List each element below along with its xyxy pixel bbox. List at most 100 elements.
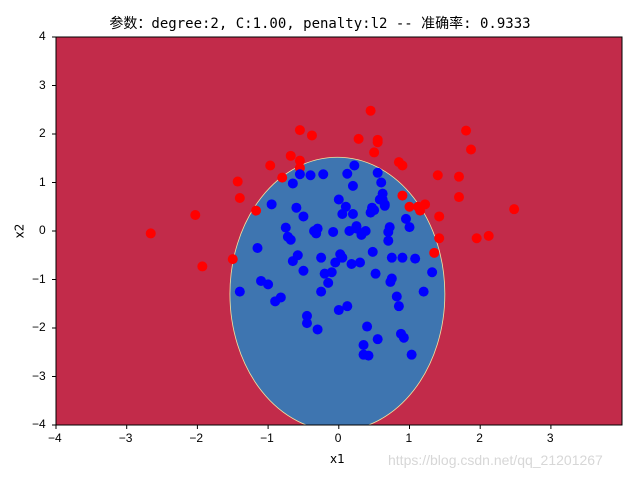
data-point: [298, 265, 309, 276]
data-point: [292, 250, 303, 261]
data-point: [227, 254, 238, 265]
scatter-points: [145, 105, 520, 361]
data-point: [379, 200, 390, 211]
data-point: [369, 147, 380, 158]
data-point: [483, 230, 494, 241]
data-point: [197, 261, 208, 272]
data-point: [346, 258, 357, 269]
data-point: [347, 180, 358, 191]
y-axis-label: x2: [12, 223, 27, 239]
data-point: [358, 339, 369, 350]
data-point: [349, 160, 360, 171]
data-point: [363, 350, 374, 361]
data-point: [306, 130, 317, 141]
data-point: [410, 253, 421, 264]
data-point: [232, 176, 243, 187]
x-tick-label: −1: [260, 431, 274, 445]
data-point: [340, 201, 351, 212]
x-tick-label: 3: [546, 431, 554, 445]
data-point: [427, 267, 438, 278]
x-tick-label: 0: [334, 431, 342, 445]
data-point: [280, 222, 291, 233]
data-point: [372, 334, 383, 345]
data-point: [391, 291, 402, 302]
x-tick-label: 2: [476, 431, 483, 445]
y-tick-label: −3: [32, 368, 46, 383]
data-point: [326, 267, 337, 278]
data-point: [397, 252, 408, 263]
data-point: [369, 205, 380, 216]
data-point: [265, 160, 276, 171]
data-point: [432, 170, 443, 181]
y-tick-label: −4: [32, 417, 46, 431]
data-point: [384, 222, 395, 233]
data-point: [393, 301, 404, 312]
data-point: [351, 223, 362, 234]
data-point: [377, 188, 388, 199]
data-point: [386, 273, 397, 284]
data-point: [453, 192, 464, 203]
x-tick-label: −2: [189, 431, 204, 445]
data-point: [312, 324, 323, 335]
y-tick-label: 0: [39, 223, 46, 237]
plot-area: [52, 36, 623, 429]
data-point: [333, 194, 344, 205]
data-point: [277, 172, 288, 183]
data-point: [404, 201, 415, 212]
data-point: [365, 105, 376, 116]
data-point: [367, 246, 378, 257]
y-tick-label: 3: [39, 77, 46, 92]
y-tick-label: 4: [39, 29, 46, 43]
data-point: [266, 199, 277, 210]
data-point: [301, 310, 312, 321]
data-point: [285, 234, 296, 245]
data-point: [376, 177, 387, 188]
data-point: [294, 169, 305, 180]
y-tick-label: 1: [39, 174, 46, 189]
data-point: [353, 133, 364, 144]
x-tick-label: −4: [48, 431, 62, 445]
data-point: [370, 268, 381, 279]
data-point: [301, 318, 312, 329]
data-point: [418, 286, 429, 297]
data-point: [333, 305, 344, 316]
data-point: [251, 205, 262, 216]
data-point: [406, 349, 417, 360]
chart-title: 参数：degree:2, C:1.00, penalty:l2 -- 准确率: …: [109, 16, 531, 32]
data-point: [398, 332, 409, 343]
x-axis-label: x1: [330, 452, 345, 466]
data-point: [294, 125, 305, 136]
data-point: [323, 277, 334, 288]
data-point: [461, 125, 472, 136]
data-point: [434, 233, 445, 244]
y-tick-label: −1: [32, 271, 46, 286]
data-point: [190, 209, 201, 220]
data-point: [404, 222, 415, 233]
data-point: [420, 199, 431, 210]
data-point: [285, 150, 296, 161]
data-point: [234, 193, 245, 204]
y-tick-label: 2: [39, 126, 46, 140]
data-point: [397, 160, 408, 171]
data-point: [275, 292, 286, 303]
data-point: [291, 202, 302, 213]
data-point: [453, 171, 464, 182]
data-point: [330, 257, 341, 268]
data-point: [429, 247, 440, 258]
data-point: [287, 178, 298, 189]
data-point: [372, 137, 383, 148]
data-point: [305, 170, 316, 181]
x-tick-label: −3: [118, 431, 133, 445]
data-point: [372, 167, 383, 178]
data-point: [234, 286, 245, 297]
data-point: [252, 242, 263, 253]
watermark-text: https://blog.csdn.net/qq_21201267: [388, 452, 603, 468]
data-point: [434, 211, 445, 222]
data-point: [471, 233, 482, 244]
data-point: [328, 226, 339, 237]
data-point: [360, 226, 371, 236]
data-point: [347, 209, 358, 220]
axis-ticks: [52, 36, 552, 429]
x-tick-label: 1: [405, 431, 413, 445]
